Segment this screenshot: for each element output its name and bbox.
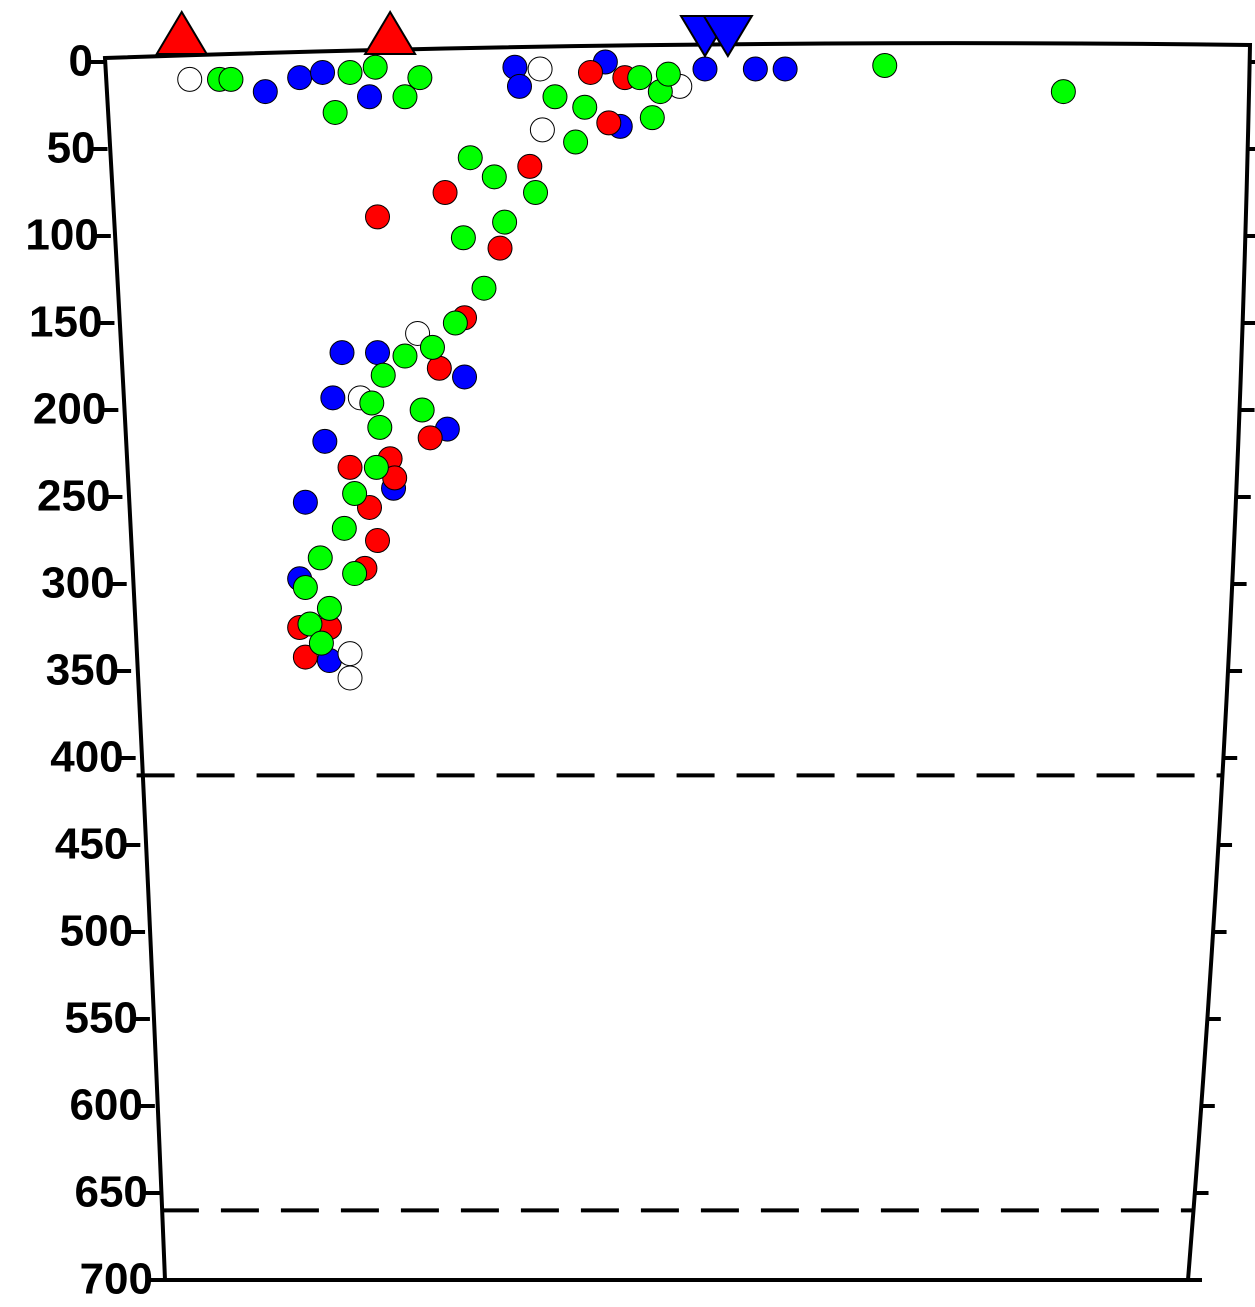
event xyxy=(287,65,313,91)
event xyxy=(426,355,452,381)
event xyxy=(365,204,391,230)
volcano xyxy=(363,10,417,55)
event xyxy=(506,73,532,99)
event xyxy=(337,665,363,691)
event xyxy=(527,56,553,82)
y-tick-label: 100 xyxy=(25,211,98,260)
event xyxy=(457,145,483,171)
event xyxy=(297,611,323,637)
event xyxy=(342,561,368,587)
event xyxy=(692,56,718,82)
event xyxy=(337,454,363,480)
event xyxy=(356,84,382,110)
event xyxy=(487,235,513,261)
event xyxy=(331,515,357,541)
event xyxy=(742,56,768,82)
event xyxy=(772,56,798,82)
event xyxy=(365,340,391,366)
event xyxy=(563,129,589,155)
y-tick-label: 400 xyxy=(50,733,123,782)
event xyxy=(577,59,603,85)
event xyxy=(407,65,433,91)
event xyxy=(471,275,497,301)
event xyxy=(329,340,355,366)
event xyxy=(365,528,391,553)
y-tick-label: 550 xyxy=(65,994,138,1043)
event xyxy=(596,110,622,136)
event xyxy=(308,630,334,656)
y-tick-label: 450 xyxy=(55,820,128,869)
event xyxy=(312,428,338,454)
event xyxy=(392,343,418,369)
y-tick-label: 150 xyxy=(29,298,102,347)
y-tick-label: 0 xyxy=(69,37,93,86)
event xyxy=(517,153,543,179)
event xyxy=(367,414,393,440)
event xyxy=(337,59,363,85)
event xyxy=(322,99,348,125)
event xyxy=(292,489,318,515)
y-tick-label: 350 xyxy=(46,646,119,695)
event xyxy=(442,310,468,336)
event xyxy=(492,209,518,235)
event xyxy=(542,84,568,110)
event xyxy=(370,362,396,388)
y-tick-label: 650 xyxy=(74,1168,147,1217)
volcano xyxy=(154,10,209,55)
event xyxy=(655,61,681,87)
event xyxy=(417,425,443,451)
event xyxy=(529,117,555,143)
frame xyxy=(102,41,1253,1282)
y-tick-label: 500 xyxy=(60,907,133,956)
y-tick-label: 250 xyxy=(37,472,110,521)
event xyxy=(316,595,342,621)
event xyxy=(177,66,203,92)
y-tick-label: 300 xyxy=(41,559,114,608)
event xyxy=(572,94,598,120)
event xyxy=(292,644,318,670)
event xyxy=(409,397,435,423)
event xyxy=(362,54,388,80)
event xyxy=(337,641,363,667)
event xyxy=(450,225,476,251)
event xyxy=(307,545,333,571)
event xyxy=(218,66,244,92)
event xyxy=(872,52,898,78)
event xyxy=(252,79,278,105)
event xyxy=(292,574,318,600)
event xyxy=(432,180,458,205)
trench xyxy=(702,15,754,58)
event xyxy=(392,84,418,110)
event xyxy=(639,105,665,131)
event xyxy=(320,385,346,411)
event xyxy=(419,334,445,360)
event xyxy=(359,390,385,416)
event xyxy=(1050,79,1076,105)
event xyxy=(452,364,478,390)
y-tick-label: 200 xyxy=(33,385,106,434)
event xyxy=(363,454,389,480)
event xyxy=(481,164,507,190)
event xyxy=(523,180,549,205)
y-tick-label: 600 xyxy=(69,1081,142,1130)
y-tick-label: 700 xyxy=(80,1255,153,1304)
y-tick-label: 50 xyxy=(47,124,96,173)
event xyxy=(627,65,653,91)
event xyxy=(342,481,368,507)
event xyxy=(310,59,336,85)
